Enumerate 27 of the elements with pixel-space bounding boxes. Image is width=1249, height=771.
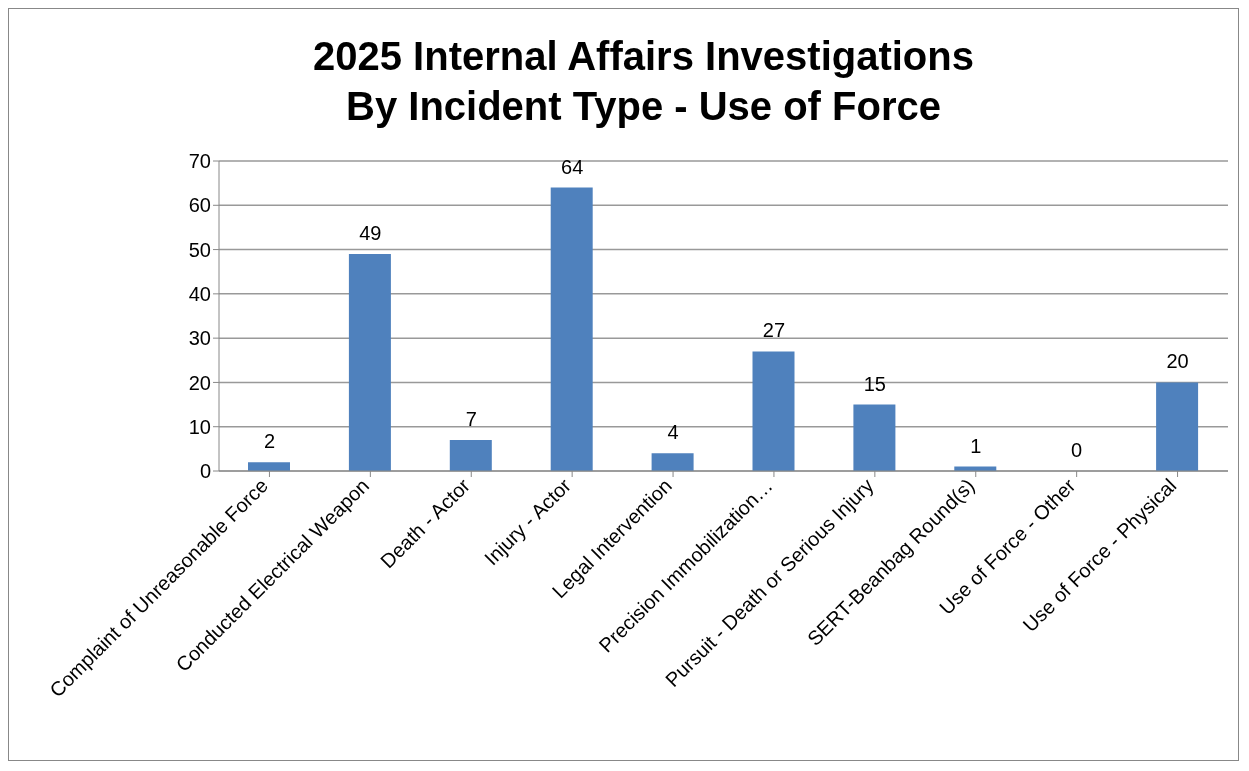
bar — [248, 462, 290, 471]
data-label: 4 — [667, 421, 679, 444]
data-label: 7 — [465, 408, 477, 430]
data-label: 2 — [263, 430, 276, 453]
data-label: 0 — [1071, 439, 1083, 461]
bar — [651, 453, 694, 471]
data-label: 27 — [762, 319, 786, 342]
data-label: 64 — [561, 155, 584, 178]
y-tick-label: 30 — [188, 327, 211, 350]
bar — [752, 351, 795, 471]
bar — [348, 254, 391, 471]
data-label: 20 — [1166, 350, 1189, 373]
y-tick-label: 40 — [188, 282, 211, 305]
y-tick-label: 50 — [188, 238, 211, 261]
bar — [853, 404, 896, 471]
y-tick-label: 20 — [188, 371, 211, 394]
data-label: 1 — [970, 434, 982, 457]
y-tick-label: 10 — [188, 415, 211, 438]
chart-title: 2025 Internal Affairs Investigations By Incident Type - Use of Force — [312, 33, 975, 130]
bar — [550, 187, 593, 471]
bar — [1156, 382, 1199, 471]
bar — [449, 440, 492, 471]
y-tick-label: 60 — [188, 194, 211, 217]
data-label: 15 — [863, 372, 886, 395]
data-label: 49 — [359, 222, 382, 244]
y-tick-label: 0 — [199, 460, 211, 483]
y-tick-label: 70 — [188, 150, 211, 173]
